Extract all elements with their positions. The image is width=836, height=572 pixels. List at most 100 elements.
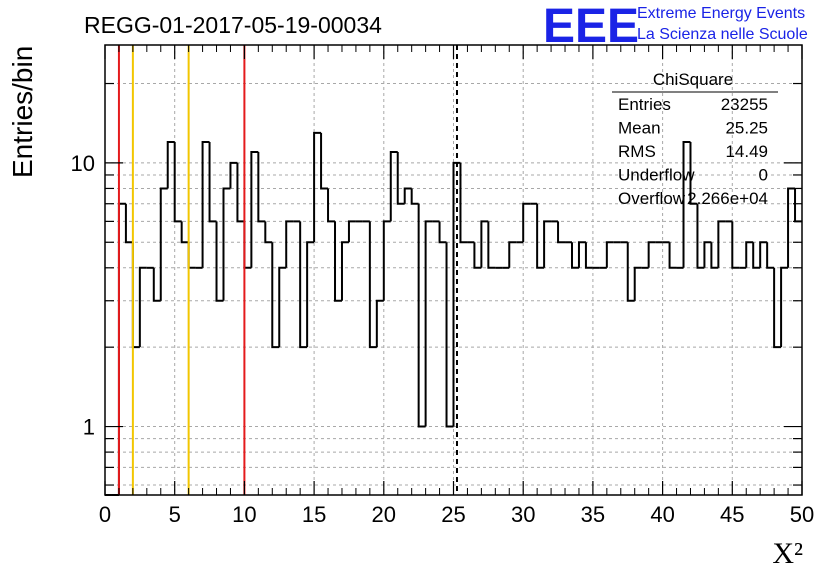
- histogram-bin: [124, 203, 133, 244]
- x-tick-label: 45: [720, 502, 744, 527]
- stats-value: 2.266e+04: [687, 189, 768, 208]
- logo-line-1: Extreme Energy Events: [637, 5, 805, 22]
- stats-label: RMS: [618, 142, 656, 161]
- x-tick-label: 40: [650, 502, 674, 527]
- histogram-bin: [257, 151, 266, 223]
- histogram-bin: [403, 187, 412, 204]
- histogram-bin: [731, 221, 740, 269]
- histogram-bin: [368, 221, 377, 349]
- histogram-bin: [313, 131, 322, 243]
- histogram-bin: [334, 221, 342, 302]
- histogram-bin: [710, 242, 719, 269]
- chart-title: REGG-01-2017-05-19-00034: [84, 12, 382, 38]
- histogram-bin: [584, 242, 593, 269]
- histogram-bin: [327, 188, 336, 223]
- histogram-bin: [389, 150, 398, 222]
- histogram-bin: [424, 220, 433, 427]
- histogram-bin: [787, 187, 796, 268]
- x-tick-label: 30: [511, 502, 535, 527]
- histogram-bin: [117, 202, 126, 495]
- stats-label: Overflow: [618, 189, 686, 208]
- histogram-bin: [452, 161, 461, 427]
- stats-title: ChiSquare: [653, 70, 733, 89]
- x-tick-label: 20: [372, 502, 396, 527]
- histogram-bin: [647, 241, 656, 268]
- stats-label: Mean: [618, 119, 661, 138]
- histogram-bin: [445, 242, 454, 428]
- histogram-bin: [166, 141, 175, 189]
- y-tick-label: 1: [83, 415, 95, 440]
- histogram-bin: [480, 220, 489, 268]
- histogram-bin: [222, 187, 231, 301]
- x-tick-labels: 0 5 10 15 20 25 30 35 40 45 50: [99, 502, 814, 527]
- histogram-bin: [633, 266, 642, 301]
- histogram-bin: [570, 242, 579, 269]
- histogram-bin: [375, 299, 384, 348]
- stats-box: ChiSquare Entries 23255 Mean 25.25 RMS 14.49 U…: [612, 70, 778, 208]
- logo-text: EEE: [543, 0, 639, 53]
- histogram-bin: [745, 241, 754, 268]
- histogram-bin: [396, 151, 405, 205]
- y-tick-label: 10: [71, 151, 95, 176]
- stats-label: Underflow: [618, 166, 695, 185]
- histogram-bin: [347, 220, 356, 243]
- marker-lines: [117, 45, 458, 495]
- histogram-bin: [340, 241, 349, 301]
- histogram-bin: [626, 242, 635, 302]
- histogram-bin: [780, 266, 789, 348]
- y-tick-labels: 1 10: [71, 151, 95, 440]
- histogram-bin: [605, 241, 614, 268]
- histogram-bin: [138, 266, 147, 348]
- stats-value: 0: [759, 166, 768, 185]
- histogram-bin: [459, 162, 468, 244]
- histogram-bin: [557, 221, 566, 244]
- histogram-bin: [410, 188, 419, 205]
- histogram-bin: [173, 142, 182, 223]
- axis-ticks: [104, 45, 803, 495]
- stats-label: Entries: [618, 95, 671, 114]
- histogram-bin: [299, 221, 308, 349]
- histogram-bin: [382, 220, 391, 301]
- y-axis-label: Entries/bin: [7, 46, 38, 178]
- histogram-bin: [696, 203, 705, 269]
- histogram-bin: [766, 242, 775, 269]
- logo-line-2: La Scienza nelle Scuole: [637, 26, 808, 43]
- histogram-bin: [187, 242, 196, 269]
- histogram-bin: [180, 221, 189, 244]
- histogram-bin: [689, 142, 698, 205]
- histogram-bin: [278, 266, 287, 348]
- histogram-bin: [543, 220, 552, 268]
- histogram-bin: [306, 241, 315, 348]
- histogram-bin: [236, 162, 245, 223]
- x-tick-label: 50: [790, 502, 814, 527]
- histogram-bin: [159, 187, 168, 301]
- stats-value: 23255: [721, 95, 768, 114]
- x-tick-label: 35: [581, 502, 605, 527]
- histogram-bin: [243, 221, 252, 269]
- histogram-bin: [752, 242, 761, 269]
- histogram-bin: [487, 221, 496, 269]
- histogram-bin: [508, 241, 517, 268]
- histogram-bin: [522, 202, 531, 243]
- x-tick-label: 10: [232, 502, 256, 527]
- histogram-bin: [717, 220, 726, 268]
- histogram-bin: [759, 241, 768, 268]
- x-tick-label: 5: [169, 502, 181, 527]
- histogram-bin: [215, 221, 224, 302]
- histogram-bin: [285, 220, 294, 268]
- histogram-bin: [417, 203, 426, 428]
- histogram-bin: [703, 241, 712, 268]
- stats-value: 14.49: [725, 142, 768, 161]
- eee-logo: EEE Extreme Energy Events La Scienza nel…: [543, 0, 808, 53]
- histogram-bin: [152, 267, 161, 302]
- x-tick-label: 15: [302, 502, 326, 527]
- histogram-bin: [131, 242, 140, 349]
- histogram-bin: [682, 141, 691, 268]
- x-axis-label: X²: [772, 537, 803, 570]
- histogram-bin: [271, 242, 280, 349]
- histogram-bin: [264, 221, 273, 244]
- histogram-bin: [250, 150, 259, 268]
- histogram-bin: [773, 267, 782, 349]
- x-tick-label: 25: [441, 502, 465, 527]
